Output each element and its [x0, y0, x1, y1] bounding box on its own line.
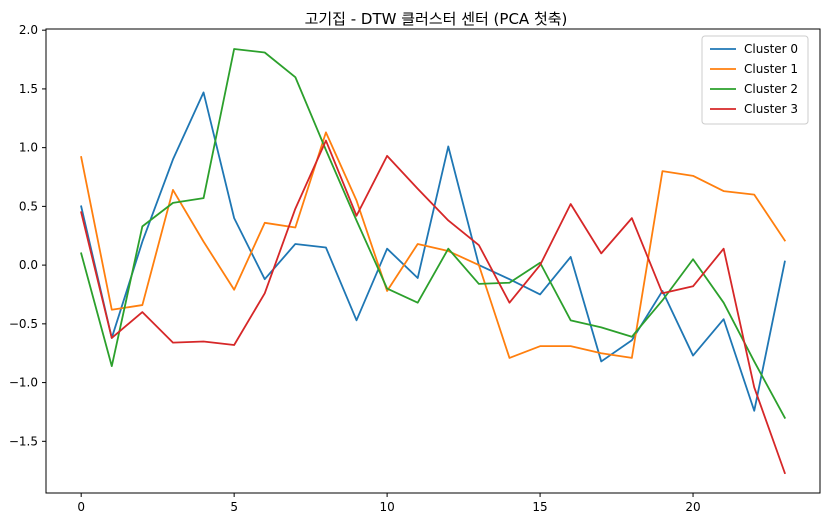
- x-tick-label: 5: [230, 500, 238, 514]
- series-line-cluster-3: [80, 139, 786, 475]
- series-line-cluster-0: [80, 91, 786, 412]
- series-line-cluster-1: [80, 131, 787, 359]
- x-axis: 0 5 10 15 20: [77, 493, 701, 514]
- legend-label-cluster-1: Cluster 1: [744, 62, 798, 76]
- y-tick-label: 1.0: [19, 141, 38, 155]
- y-tick-label: 0.5: [19, 199, 38, 213]
- series-line-cluster-2: [80, 48, 787, 420]
- legend: Cluster 0 Cluster 1 Cluster 2 Cluster 3: [701, 35, 809, 125]
- x-tick-label: 20: [685, 500, 700, 514]
- y-tick-label: 2.0: [19, 23, 38, 37]
- series-layer: [80, 48, 787, 475]
- y-tick-label: −0.5: [9, 317, 38, 331]
- legend-label-cluster-3: Cluster 3: [744, 102, 798, 116]
- y-tick-label: 1.5: [19, 82, 38, 96]
- legend-label-cluster-0: Cluster 0: [744, 42, 798, 56]
- chart-title: 고기집 - DTW 클러스터 센터 (PCA 첫축): [305, 10, 568, 28]
- y-tick-label: −1.5: [9, 434, 38, 448]
- x-tick-label: 0: [77, 500, 85, 514]
- legend-label-cluster-2: Cluster 2: [744, 82, 798, 96]
- plot-area-frame: [45, 28, 821, 494]
- legend-box: [701, 35, 809, 125]
- y-tick-label: −1.0: [9, 376, 38, 390]
- y-tick-label: 0.0: [19, 258, 38, 272]
- y-axis: 2.0 1.5 1.0 0.5 0.0 −0.5 −1.0 −1.5: [9, 23, 46, 448]
- x-tick-label: 10: [379, 500, 394, 514]
- x-tick-label: 15: [532, 500, 547, 514]
